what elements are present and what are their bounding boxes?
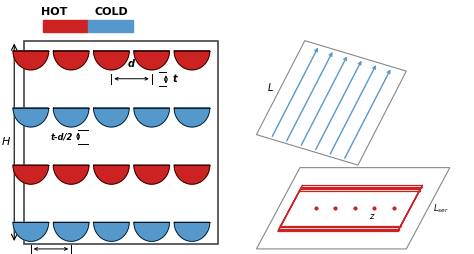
Polygon shape bbox=[93, 108, 129, 127]
Polygon shape bbox=[13, 51, 48, 70]
Polygon shape bbox=[13, 222, 48, 241]
Polygon shape bbox=[174, 51, 210, 70]
Polygon shape bbox=[256, 168, 450, 249]
Polygon shape bbox=[53, 222, 89, 241]
Bar bbox=[88, 20, 133, 32]
Polygon shape bbox=[13, 165, 48, 184]
Text: L: L bbox=[268, 83, 273, 93]
Text: HOT: HOT bbox=[41, 7, 68, 17]
Polygon shape bbox=[93, 165, 129, 184]
Text: COLD: COLD bbox=[94, 7, 128, 17]
Polygon shape bbox=[53, 165, 89, 184]
Text: $L_{ser}$: $L_{ser}$ bbox=[433, 202, 449, 215]
Text: t: t bbox=[173, 74, 178, 84]
Polygon shape bbox=[174, 108, 210, 127]
Polygon shape bbox=[93, 51, 129, 70]
Polygon shape bbox=[134, 165, 169, 184]
Polygon shape bbox=[134, 222, 169, 241]
Polygon shape bbox=[256, 41, 406, 165]
Text: z: z bbox=[369, 212, 374, 221]
Polygon shape bbox=[53, 108, 89, 127]
Polygon shape bbox=[53, 51, 89, 70]
Polygon shape bbox=[93, 222, 129, 241]
Polygon shape bbox=[134, 108, 169, 127]
Text: t-d/2: t-d/2 bbox=[51, 132, 73, 141]
Text: H: H bbox=[2, 137, 10, 147]
Polygon shape bbox=[134, 51, 169, 70]
Polygon shape bbox=[13, 108, 48, 127]
Text: d: d bbox=[128, 59, 135, 69]
Polygon shape bbox=[174, 222, 210, 241]
Bar bbox=[43, 20, 88, 32]
Polygon shape bbox=[174, 165, 210, 184]
Bar bbox=[24, 41, 218, 244]
